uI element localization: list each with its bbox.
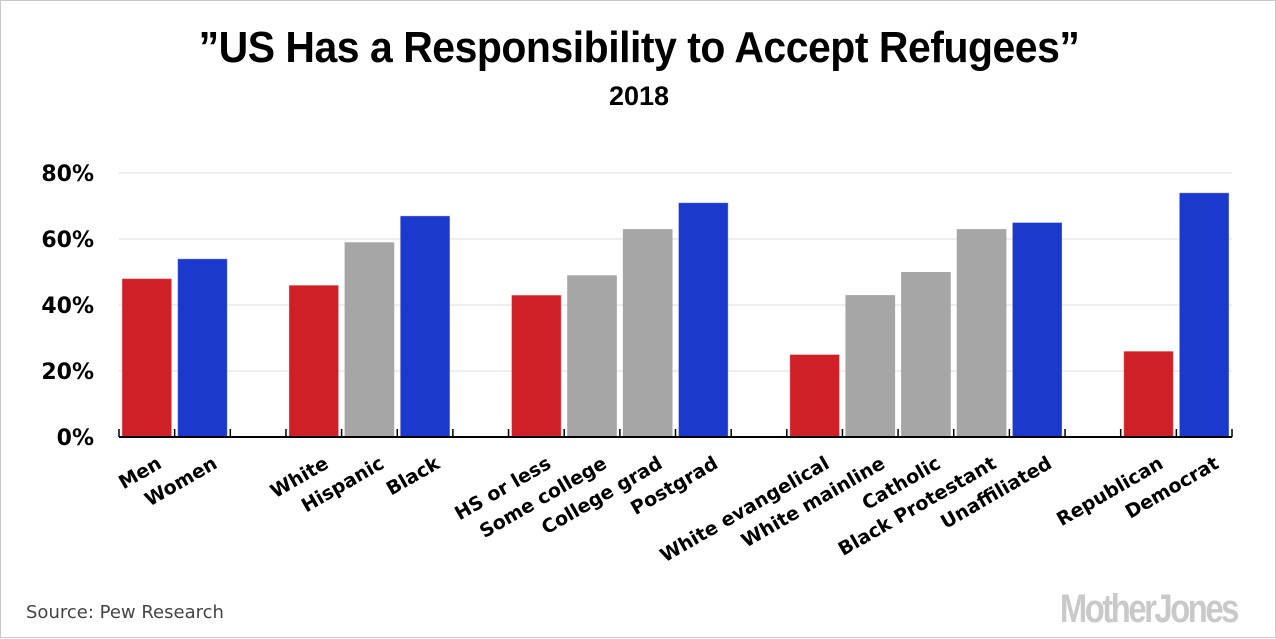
bar-unaffiliated — [1011, 222, 1063, 438]
gridlines — [119, 172, 1232, 372]
bar-black-protestant — [956, 229, 1007, 437]
y-tick-label: 20% — [41, 360, 94, 385]
bar-hs-or-less — [511, 294, 562, 438]
y-tick-label: 40% — [41, 294, 94, 319]
bar-black — [399, 215, 451, 438]
bar-democrat — [1178, 192, 1230, 438]
bar-men — [121, 278, 173, 438]
bar-white — [288, 284, 340, 438]
x-tick-label: Black — [383, 452, 444, 500]
bar-white-evangelical — [789, 354, 840, 438]
bar-republican — [1123, 350, 1174, 438]
bar-postgrad — [678, 202, 729, 438]
mother-jones-logo: MotherJones — [1059, 587, 1240, 631]
bar-women — [177, 258, 228, 438]
bar-hispanic — [344, 242, 395, 437]
bar-college-grad — [622, 229, 673, 437]
y-tick-label: 60% — [41, 228, 94, 253]
bar-some-college — [567, 275, 617, 437]
source-note: Source: Pew Research — [26, 602, 224, 623]
bar-catholic — [901, 272, 951, 437]
bar-white-mainline — [845, 295, 896, 437]
chart-subtitle: 2018 — [608, 81, 670, 111]
chart-title: ”US Has a Responsibility to Accept Refug… — [198, 23, 1080, 72]
y-axis-tick-labels: 0% 20% 40% 60% 80% — [41, 162, 94, 451]
y-tick-label: 80% — [41, 162, 94, 187]
y-tick-label: 0% — [57, 426, 94, 451]
x-axis — [118, 429, 1233, 438]
bars — [121, 192, 1230, 438]
